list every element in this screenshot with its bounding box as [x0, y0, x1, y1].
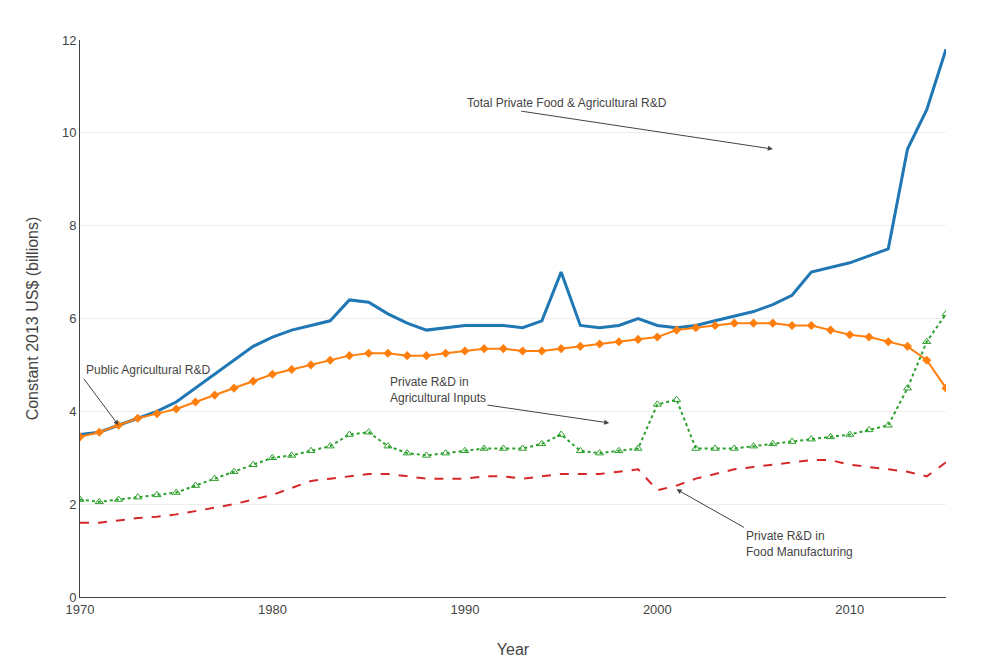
svg-text:1980: 1980: [258, 602, 287, 617]
svg-text:Public Agricultural R&D: Public Agricultural R&D: [86, 363, 210, 377]
svg-text:2000: 2000: [643, 602, 672, 617]
svg-text:Constant 2013 US$ (billions): Constant 2013 US$ (billions): [24, 217, 41, 421]
svg-text:2010: 2010: [835, 602, 864, 617]
svg-text:1990: 1990: [450, 602, 479, 617]
svg-text:Total Private Food & Agricultu: Total Private Food & Agricultural R&D: [467, 96, 667, 110]
svg-text:4: 4: [69, 404, 76, 419]
svg-text:0: 0: [69, 590, 76, 605]
svg-text:Private R&D inFood Manufacturi: Private R&D inFood Manufacturing: [746, 529, 853, 559]
svg-text:Year: Year: [497, 641, 530, 658]
svg-text:12: 12: [62, 33, 76, 48]
svg-text:2: 2: [69, 497, 76, 512]
svg-text:10: 10: [62, 125, 76, 140]
svg-text:Private R&D inAgricultural Inp: Private R&D inAgricultural Inputs: [390, 375, 486, 405]
svg-text:1970: 1970: [66, 602, 95, 617]
svg-text:8: 8: [69, 218, 76, 233]
svg-text:6: 6: [69, 311, 76, 326]
